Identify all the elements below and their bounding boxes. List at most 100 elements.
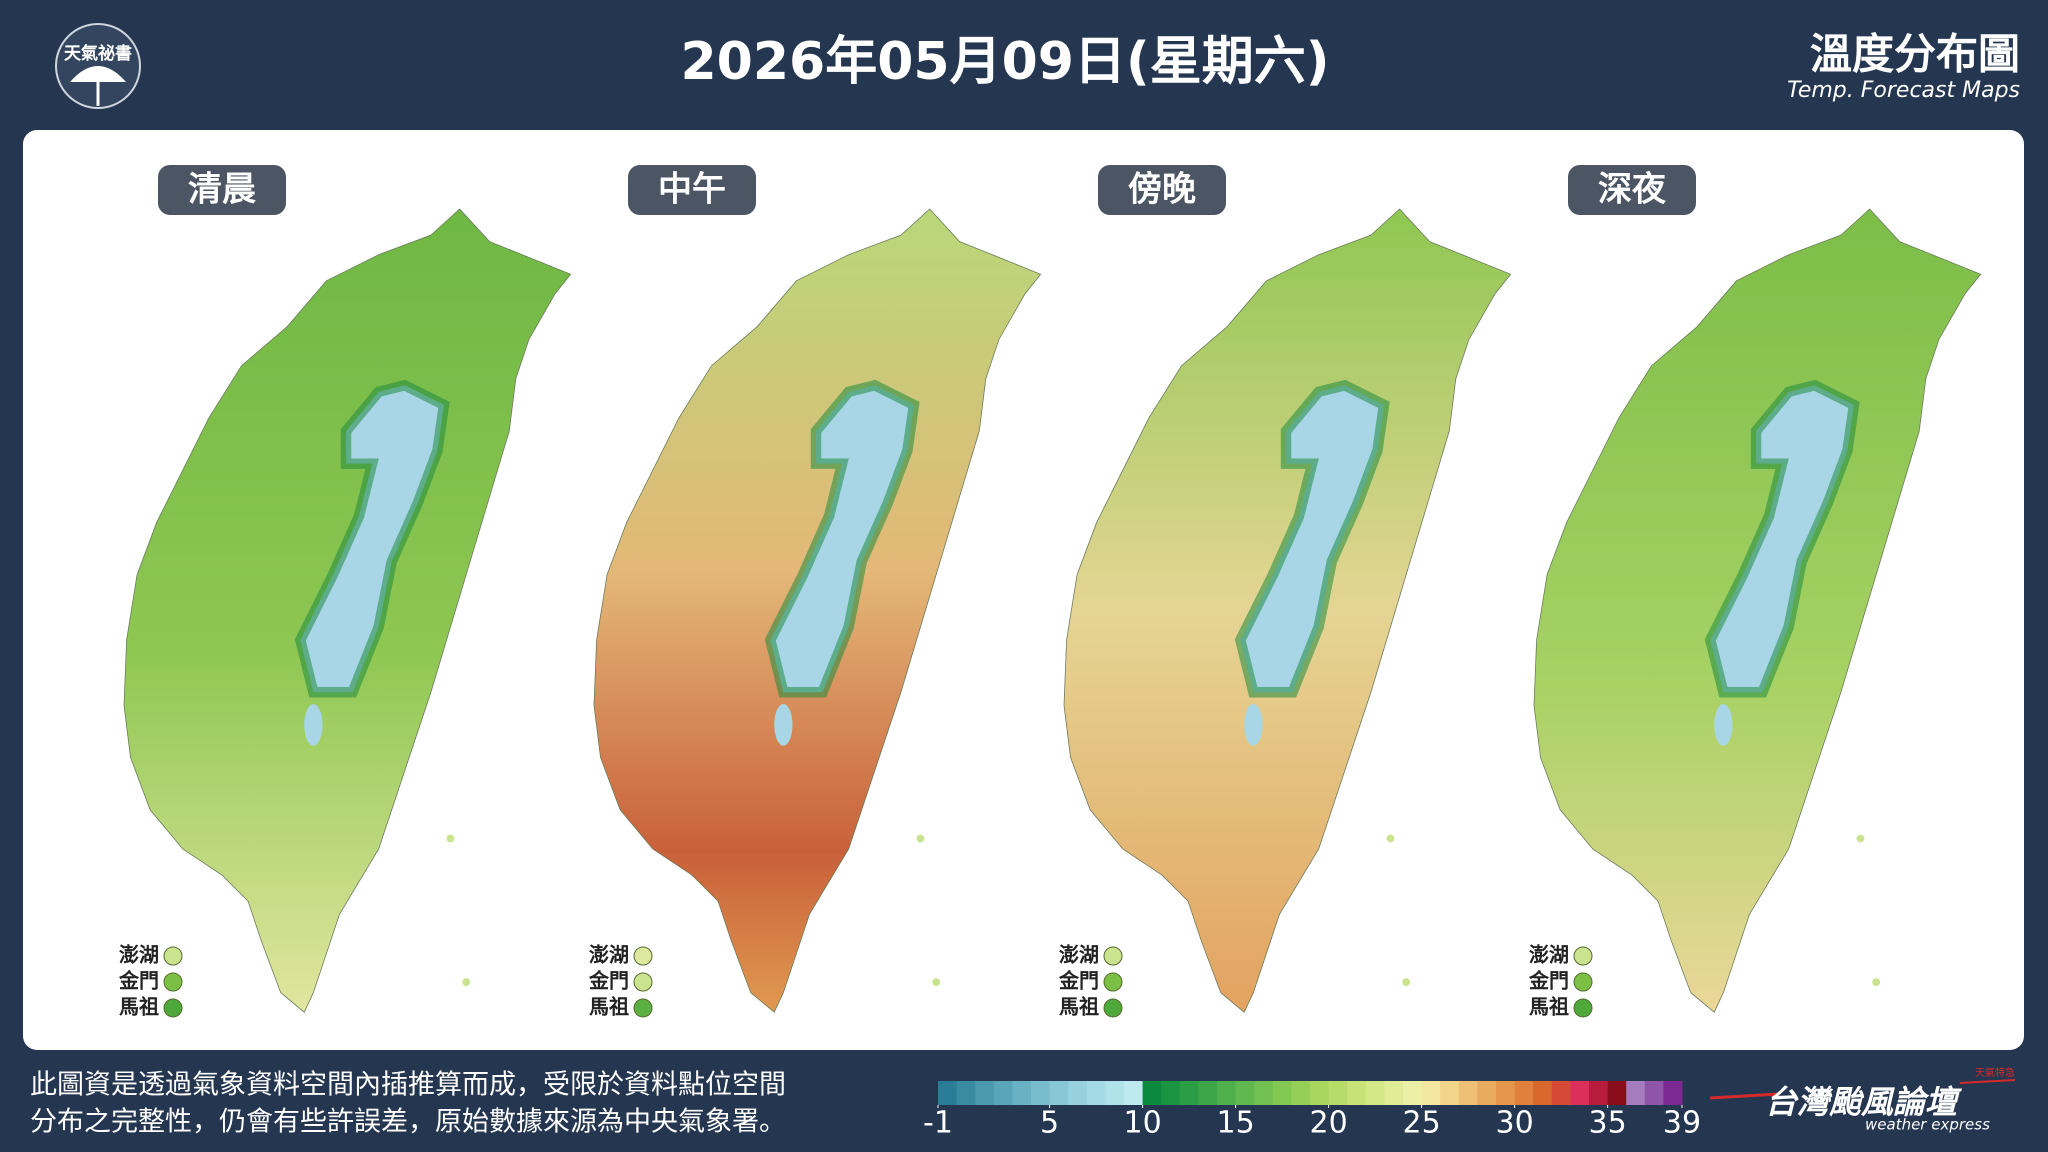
scale-swatch	[1105, 1081, 1125, 1105]
scale-swatch	[1328, 1081, 1348, 1105]
scale-tick-label: 5	[1040, 1106, 1059, 1141]
island-name: 澎湖	[119, 943, 159, 967]
period-label: 深夜	[1598, 170, 1667, 210]
period-label: 傍晚	[1128, 170, 1196, 210]
period-label: 清晨	[188, 170, 256, 210]
taiwan-map	[593, 208, 1042, 1013]
taiwan-map	[1063, 208, 1512, 1013]
scale-swatch	[956, 1081, 976, 1105]
note-line: 此圖資是透過氣象資料空間內插推算而成，受限於資料點位空間	[30, 1070, 786, 1101]
islet	[1872, 978, 1881, 987]
island-dot	[163, 972, 183, 992]
scale-swatch	[1347, 1081, 1367, 1105]
brand-line	[1709, 1092, 1781, 1100]
scale-swatch	[1440, 1081, 1460, 1105]
scale-swatch	[1272, 1081, 1292, 1105]
brand-name: 台灣颱風論壇	[1765, 1083, 1962, 1121]
scale-swatch	[938, 1081, 958, 1105]
scale-swatch	[1403, 1081, 1423, 1105]
scale-tick-label: 35	[1589, 1106, 1627, 1141]
island-dot	[1103, 972, 1123, 992]
islet	[916, 834, 925, 843]
map-subtitle: Temp. Forecast Maps	[1787, 78, 2020, 103]
scale-tick-label: 10	[1124, 1106, 1162, 1141]
brand-tagline: weather express	[1865, 1116, 1990, 1134]
scale-swatch	[1142, 1081, 1162, 1105]
islet	[446, 834, 455, 843]
scale-swatch	[1533, 1081, 1553, 1105]
period-label-bg	[1568, 165, 1696, 215]
scale-tick-label: 20	[1310, 1106, 1348, 1141]
scale-tick-label: 25	[1403, 1106, 1441, 1141]
scale-swatch	[1198, 1081, 1218, 1105]
island-name: 澎湖	[589, 943, 629, 967]
scale-swatch	[1514, 1081, 1534, 1105]
logo: 天氣祕書	[55, 23, 141, 109]
scale-swatch	[1589, 1081, 1609, 1105]
scale-swatch	[1049, 1081, 1069, 1105]
mountain-zone	[1714, 703, 1733, 746]
island-dot	[1103, 998, 1123, 1018]
scale-swatch	[1421, 1081, 1441, 1105]
islet	[932, 978, 941, 987]
scale-tick-label: -1	[923, 1106, 953, 1141]
scale-tick-label: 30	[1496, 1106, 1534, 1141]
scale-swatch	[1086, 1081, 1106, 1105]
island-name: 馬祖	[589, 995, 629, 1019]
island-dot	[1103, 946, 1123, 966]
scale-tick-label: 39	[1663, 1106, 1701, 1141]
island-dot	[1573, 946, 1593, 966]
island-dot	[163, 946, 183, 966]
period-label-bg	[1098, 165, 1226, 215]
island-name: 金門	[118, 969, 159, 993]
note-line: 分布之完整性，仍會有些許誤差，原始數據來源為中央氣象署。	[30, 1107, 786, 1138]
scale-swatch	[1254, 1081, 1274, 1105]
scale-swatch	[1012, 1081, 1032, 1105]
scale-swatch	[1644, 1081, 1664, 1105]
scale-swatch	[1626, 1081, 1646, 1105]
scale-swatch	[1365, 1081, 1385, 1105]
scale-swatch	[1607, 1081, 1627, 1105]
taiwan-map	[123, 208, 572, 1013]
brand-line	[1959, 1079, 2016, 1084]
island-dot	[633, 972, 653, 992]
scale-swatch	[1384, 1081, 1404, 1105]
scale-swatch	[1496, 1081, 1516, 1105]
period-label: 中午	[658, 170, 726, 210]
period-label-bg	[158, 165, 286, 215]
scale-swatch	[1477, 1081, 1497, 1105]
period-label-bg	[628, 165, 756, 215]
island-name: 澎湖	[1529, 943, 1569, 967]
scale-swatch	[1291, 1081, 1311, 1105]
color-scale: -1 5 10 15 20 25 30 35 39	[923, 1081, 1701, 1141]
scale-swatch	[1179, 1081, 1199, 1105]
island-name: 金門	[1528, 969, 1569, 993]
brand-badge: 天氣特急	[1975, 1066, 2015, 1079]
island-dot	[1573, 998, 1593, 1018]
islet	[462, 978, 471, 987]
scale-swatch	[1031, 1081, 1051, 1105]
island-name: 馬祖	[1059, 995, 1099, 1019]
scale-swatch	[1663, 1081, 1683, 1105]
island-name: 金門	[588, 969, 629, 993]
mountain-zone	[1244, 703, 1263, 746]
islet	[1386, 834, 1395, 843]
island-name: 馬祖	[1529, 995, 1569, 1019]
island-dot	[163, 998, 183, 1018]
scale-swatch	[1161, 1081, 1181, 1105]
island-dot	[1573, 972, 1593, 992]
scale-swatch	[1458, 1081, 1478, 1105]
mountain-zone	[774, 703, 793, 746]
scale-swatch	[1124, 1081, 1144, 1105]
scale-swatch	[1570, 1081, 1590, 1105]
islet	[1856, 834, 1865, 843]
scale-tick-label: 15	[1217, 1106, 1255, 1141]
scale-swatch	[1068, 1081, 1088, 1105]
